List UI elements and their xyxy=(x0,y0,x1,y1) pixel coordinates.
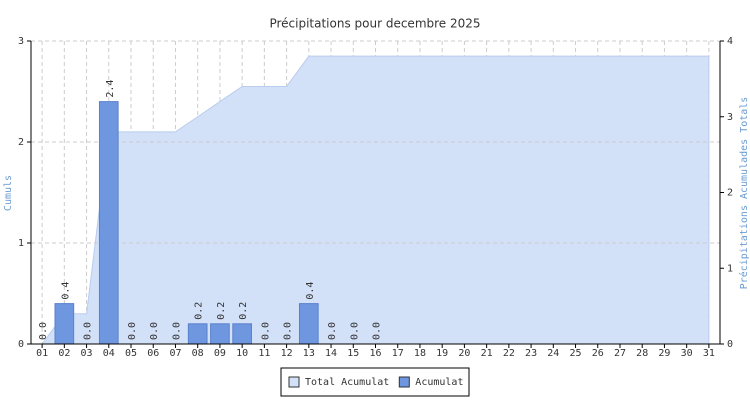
x-tick-label: 12 xyxy=(281,348,293,359)
bar xyxy=(298,303,319,345)
legend: Total Acumulat Acumulat xyxy=(280,367,470,397)
bar xyxy=(187,323,208,345)
x-tick-label: 28 xyxy=(636,348,648,359)
x-tick-label: 11 xyxy=(258,348,270,359)
x-tick-label: 04 xyxy=(103,348,115,359)
x-tick-label: 25 xyxy=(570,348,582,359)
value-label: 0.0 xyxy=(171,322,182,340)
x-tick-label: 18 xyxy=(414,348,426,359)
y2-tick-label: 0 xyxy=(727,339,733,350)
x-tick-label: 21 xyxy=(481,348,493,359)
x-tick-label: 16 xyxy=(369,348,381,359)
bar xyxy=(210,323,230,345)
value-label: 0.2 xyxy=(194,302,205,320)
x-tick-label: 03 xyxy=(81,348,93,359)
legend-box xyxy=(280,367,470,397)
x-tick-label: 26 xyxy=(592,348,604,359)
x-tick-label: 29 xyxy=(658,348,670,359)
x-tick-label: 27 xyxy=(614,348,626,359)
y2-tick-label: 3 xyxy=(727,112,733,123)
y2-axis-title: Précipitations Acumulades Totals xyxy=(738,97,750,290)
value-label: 0.0 xyxy=(149,322,160,340)
legend-swatch xyxy=(288,376,300,388)
y2-tick-label: 2 xyxy=(727,188,733,199)
legend-label: Acumulat xyxy=(415,377,463,388)
x-tick-label: 20 xyxy=(458,348,470,359)
value-label: 0.0 xyxy=(283,322,294,340)
y-axis-title: Cumuls xyxy=(3,175,14,211)
bar xyxy=(232,323,252,345)
value-label: 0.0 xyxy=(349,322,360,340)
area xyxy=(41,55,710,345)
value-label: 0.4 xyxy=(305,282,316,300)
value-label: 0.0 xyxy=(372,322,383,340)
legend-label: Total Acumulat xyxy=(305,377,389,388)
y-tick-label: 3 xyxy=(18,36,24,47)
x-tick-label: 09 xyxy=(214,348,226,359)
chart-title: Précipitations pour decembre 2025 xyxy=(269,17,480,31)
value-label: 0.0 xyxy=(127,322,138,340)
y-tick-label: 1 xyxy=(18,238,24,249)
x-tick-label: 10 xyxy=(236,348,248,359)
x-tick-label: 07 xyxy=(169,348,181,359)
value-label: 0.0 xyxy=(38,322,49,340)
value-label: 0.0 xyxy=(327,322,338,340)
value-label: 0.2 xyxy=(216,302,227,320)
value-label: 0.0 xyxy=(260,322,271,340)
x-tick-label: 23 xyxy=(525,348,537,359)
x-tick-label: 24 xyxy=(547,348,559,359)
y2-tick-label: 1 xyxy=(727,263,733,274)
value-label: 0.0 xyxy=(83,322,94,340)
value-label: 0.2 xyxy=(238,302,249,320)
value-label: 2.4 xyxy=(105,80,116,98)
x-tick-label: 22 xyxy=(503,348,515,359)
y-tick-label: 2 xyxy=(18,137,24,148)
x-tick-label: 06 xyxy=(147,348,159,359)
legend-swatch xyxy=(398,376,410,388)
x-tick-label: 17 xyxy=(392,348,404,359)
x-tick-label: 08 xyxy=(192,348,204,359)
x-tick-label: 15 xyxy=(347,348,359,359)
x-tick-label: 31 xyxy=(703,348,715,359)
bar xyxy=(98,101,119,345)
x-tick-label: 02 xyxy=(58,348,70,359)
y2-tick-label: 4 xyxy=(727,36,733,47)
bar xyxy=(54,303,75,345)
x-tick-label: 01 xyxy=(36,348,48,359)
x-tick-label: 19 xyxy=(436,348,448,359)
x-tick-label: 13 xyxy=(303,348,315,359)
x-tick-label: 30 xyxy=(681,348,693,359)
x-tick-label: 14 xyxy=(325,348,337,359)
value-label: 0.4 xyxy=(60,282,71,300)
y-tick-label: 0 xyxy=(18,339,24,350)
x-tick-label: 05 xyxy=(125,348,137,359)
